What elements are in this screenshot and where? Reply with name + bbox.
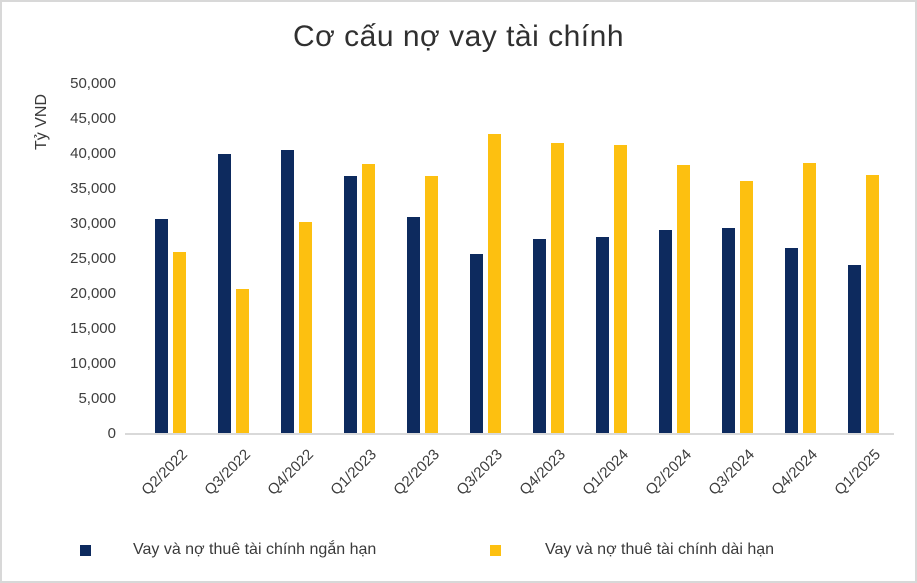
y-tick-label: 15,000 <box>70 320 116 337</box>
bar <box>533 239 546 434</box>
bar <box>848 265 861 434</box>
bar <box>299 222 312 434</box>
bar <box>722 228 735 434</box>
bar <box>236 289 249 434</box>
bar <box>362 164 375 434</box>
x-axis-line <box>125 433 894 435</box>
y-tick-label: 30,000 <box>70 215 116 232</box>
y-tick-label: 25,000 <box>70 250 116 267</box>
y-tick-label: 0 <box>107 425 116 442</box>
chart-title: Cơ cấu nợ vay tài chính <box>293 20 624 53</box>
bar <box>659 230 672 434</box>
bar <box>677 165 690 434</box>
bar <box>344 176 357 434</box>
legend-label: Vay và nợ thuê tài chính dài hạn <box>545 541 775 558</box>
legend-label: Vay và nợ thuê tài chính ngắn hạn <box>133 541 377 558</box>
y-tick-label: 35,000 <box>70 180 116 197</box>
bar <box>785 248 798 434</box>
bar <box>281 150 294 434</box>
y-tick-label: 40,000 <box>70 145 116 162</box>
bar <box>866 175 879 434</box>
bar <box>218 154 231 434</box>
bar <box>470 254 483 434</box>
bar <box>740 181 753 434</box>
legend-swatch <box>80 545 91 556</box>
bar <box>803 163 816 434</box>
y-tick-label: 50,000 <box>70 75 116 92</box>
bar <box>551 143 564 434</box>
bar <box>407 217 420 434</box>
y-tick-label: 45,000 <box>70 110 116 127</box>
bar <box>425 176 438 434</box>
bar <box>173 252 186 434</box>
y-tick-label: 5,000 <box>78 390 116 407</box>
bar <box>614 145 627 434</box>
legend-swatch <box>490 545 501 556</box>
bar <box>596 237 609 434</box>
bar <box>488 134 501 434</box>
y-tick-label: 20,000 <box>70 285 116 302</box>
y-tick-label: 10,000 <box>70 355 116 372</box>
bar <box>155 219 168 434</box>
